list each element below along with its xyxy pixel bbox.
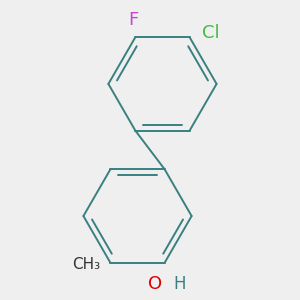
Text: CH₃: CH₃	[72, 257, 100, 272]
Text: H: H	[173, 275, 185, 293]
Text: Cl: Cl	[202, 24, 220, 42]
Text: F: F	[128, 11, 139, 29]
Text: O: O	[148, 275, 163, 293]
